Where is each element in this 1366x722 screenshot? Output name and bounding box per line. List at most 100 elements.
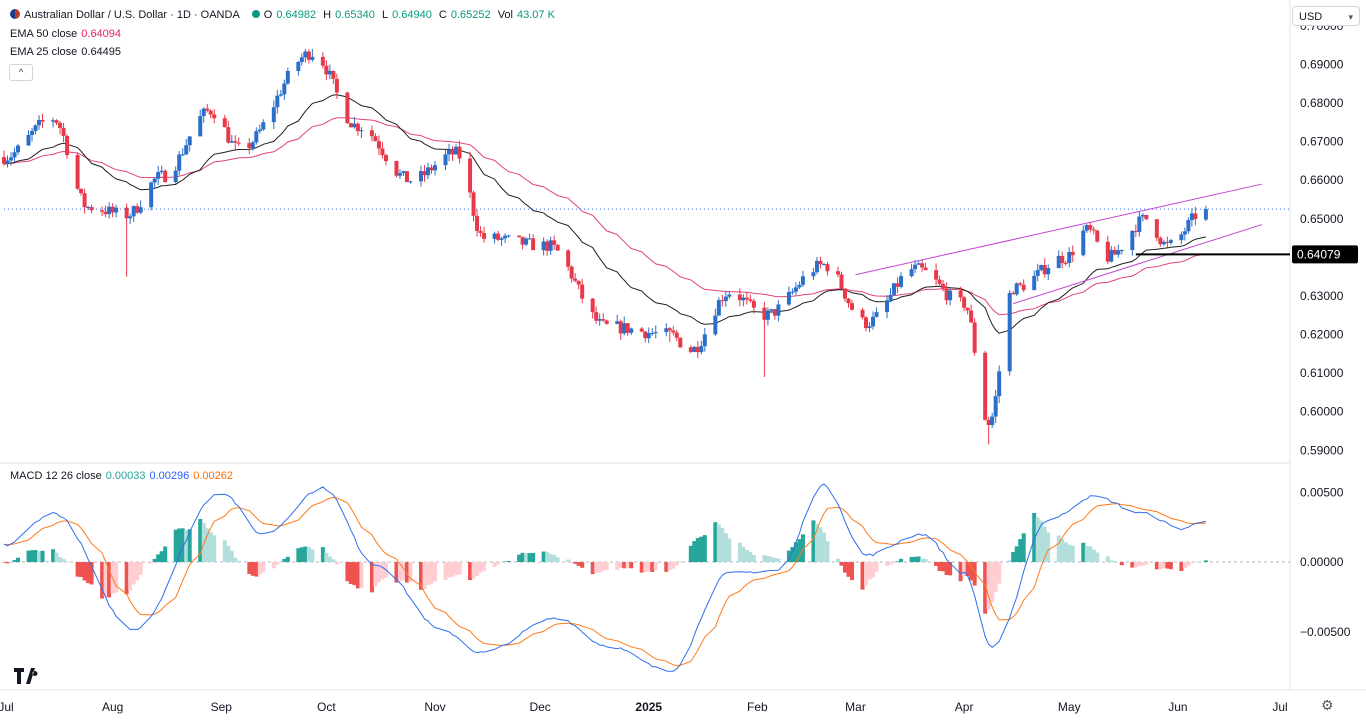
candle-body (26, 134, 31, 146)
candle-body (576, 280, 581, 285)
macd-hist-bar (5, 562, 10, 564)
candle-body (303, 51, 308, 58)
support-label: 0.64079 (1297, 247, 1341, 261)
macd-hist-bar (257, 562, 262, 575)
candle-body (345, 92, 350, 124)
macd-hist-bar (408, 562, 413, 582)
candle-body (40, 120, 45, 122)
macd-label: MACD 12 26 close (10, 470, 102, 482)
macd-hist-bar (527, 553, 532, 563)
macd-hist-bar (128, 562, 133, 591)
macd-hist-bar (842, 562, 847, 573)
candle-body (969, 310, 974, 323)
candle-body (842, 288, 847, 299)
candle-body (811, 272, 816, 277)
ema25-value: 0.64495 (81, 46, 122, 58)
candle-body (1168, 240, 1173, 243)
macd-hist-bar (888, 562, 893, 565)
candle-body (744, 297, 749, 300)
macd-hist-bar (261, 562, 266, 573)
candle-body (867, 326, 872, 329)
macd-hist-bar (75, 562, 80, 577)
candle-body (348, 123, 353, 128)
macd-hist-bar (114, 562, 119, 593)
candle-body (913, 264, 918, 270)
macd-hist-bar (643, 562, 648, 573)
macd-hist-bar (282, 558, 287, 563)
candle-body (229, 141, 234, 143)
macd-hist-bar (450, 562, 455, 577)
candle-body (920, 263, 925, 268)
macd-hist-bar (443, 562, 448, 580)
candle-body (408, 181, 413, 183)
candle-body (110, 206, 115, 213)
macd-hist-bar (254, 562, 259, 577)
price-axis-tick: 0.62000 (1300, 328, 1344, 342)
candle-body (54, 120, 59, 123)
macd-hist-bar (229, 550, 234, 563)
candle-body (664, 328, 669, 333)
candle-body (688, 347, 693, 352)
candle-body (124, 207, 129, 219)
ema50-legend[interactable]: EMA 50 close 0.64094 (10, 28, 125, 40)
time-axis-label: 2025 (635, 700, 662, 714)
candle-body (580, 284, 585, 299)
candle-body (369, 130, 374, 137)
candle-body (149, 182, 154, 208)
macd-hist-bar (100, 562, 105, 599)
candle-body (548, 240, 553, 251)
gear-icon[interactable]: ⚙ (1321, 697, 1334, 713)
macd-hist-bar (937, 562, 942, 571)
macd-hist-bar (1039, 520, 1044, 563)
macd-hist-bar (82, 562, 87, 581)
macd-hist-bar (555, 557, 560, 563)
candle-body (1070, 251, 1075, 256)
candle-body (895, 283, 900, 287)
candle-body (524, 238, 529, 245)
ema50-value: 0.64094 (81, 28, 122, 40)
candle-body (226, 127, 231, 143)
macd-hist-bar (972, 562, 977, 586)
macd-hist-bar (320, 547, 325, 563)
candle-body (835, 271, 840, 275)
macd-hist-bar (1203, 560, 1208, 563)
macd-hist-bar (198, 518, 203, 563)
candle-body (786, 292, 791, 305)
macd-hist-bar (61, 558, 66, 563)
candle-body (618, 321, 623, 334)
collapse-legend-button[interactable]: ^ (9, 64, 33, 81)
macd-hist-bar (958, 562, 963, 582)
candle-body (180, 154, 185, 156)
candle-body (422, 171, 427, 176)
macd-hist-bar (934, 562, 939, 566)
candle-body (296, 61, 301, 71)
candle-body (82, 193, 87, 208)
macd-hist-bar (688, 545, 693, 563)
macd-hist-bar (944, 562, 949, 575)
candle-body (100, 210, 105, 212)
candle-body (983, 352, 988, 420)
macd-hist-bar (639, 562, 644, 573)
candle-body (128, 216, 133, 219)
macd-hist-bar (149, 562, 154, 564)
candle-body (1112, 249, 1117, 255)
currency-select-value: USD (1299, 11, 1323, 23)
macd-hist-bar (920, 558, 925, 563)
candle-body (888, 294, 893, 301)
candle-body (573, 278, 578, 281)
ema25-legend[interactable]: EMA 25 close 0.64495 (10, 46, 125, 58)
macd-legend[interactable]: MACD 12 26 close 0.00033 0.00296 0.00262 (10, 470, 237, 482)
macd-hist-bar (793, 542, 798, 563)
candle-body (997, 371, 1002, 397)
candle-body (1165, 241, 1170, 243)
macd-hist-bar (864, 562, 869, 586)
candle-body (1161, 241, 1166, 245)
macd-hist-bar (1021, 533, 1026, 563)
tradingview-logo-icon[interactable] (14, 668, 40, 689)
macd-hist-bar (1042, 526, 1047, 563)
macd-hist-bar (475, 562, 480, 576)
close-label: C (438, 9, 447, 21)
currency-select[interactable]: USD ▾ (1292, 6, 1360, 26)
candle-body (275, 95, 280, 108)
